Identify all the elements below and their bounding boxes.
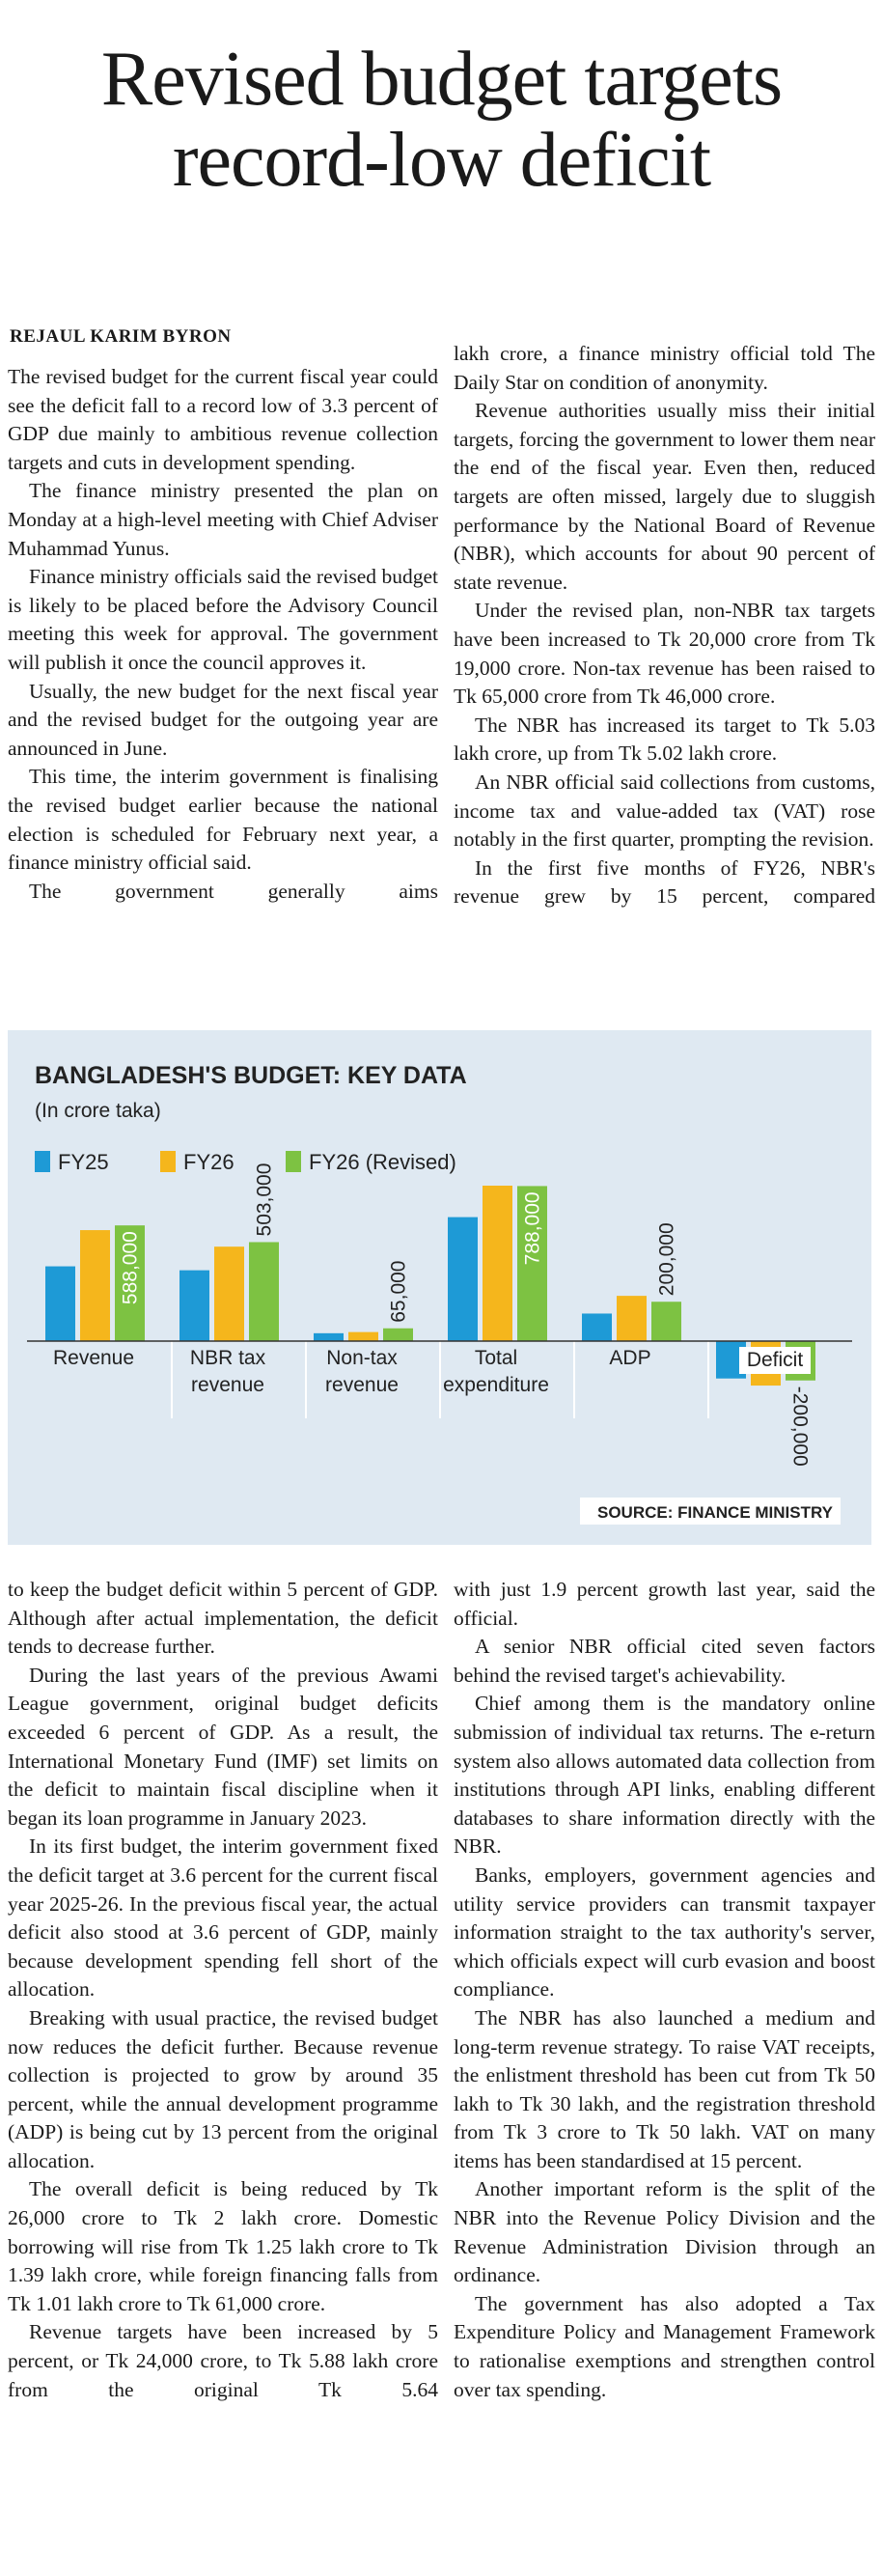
value-label: 200,000: [656, 1222, 678, 1296]
bar: [582, 1313, 612, 1341]
chart: BANGLADESH'S BUDGET: KEY DATA (In crore t…: [8, 1030, 871, 1545]
source-box: [580, 1498, 841, 1525]
paragraph: The revised budget for the current fisca…: [8, 365, 438, 474]
bar: [651, 1302, 681, 1341]
legend-swatch: [160, 1151, 176, 1172]
bar: [483, 1186, 512, 1341]
paragraph: with just 1.9 percent growth last year, …: [454, 1578, 875, 1630]
paragraph: The NBR has also launched a medium and l…: [454, 2005, 875, 2172]
paragraph: Usually, the new budget for the next fis…: [8, 679, 438, 760]
paragraph: An NBR official said collections from cu…: [454, 770, 875, 852]
value-label: 588,000: [120, 1231, 142, 1304]
bar: [348, 1331, 378, 1341]
value-label: 65,000: [388, 1261, 410, 1323]
bar: [45, 1266, 75, 1341]
legend-label: FY26 (Revised): [309, 1150, 456, 1174]
value-label: 503,000: [254, 1163, 276, 1237]
chart-svg: BANGLADESH'S BUDGET: KEY DATA (In crore t…: [27, 1062, 852, 1525]
paragraph: This time, the interim government is fin…: [8, 765, 438, 875]
legend-swatch: [286, 1151, 301, 1172]
paragraph: The NBR has increased its target to Tk 5…: [454, 713, 875, 766]
paragraph: During the last years of the previous Aw…: [8, 1663, 438, 1830]
legend-swatch: [35, 1151, 50, 1172]
bar: [80, 1230, 110, 1341]
bar: [383, 1328, 413, 1341]
headline: Revised budget targets record-low defici…: [100, 37, 783, 203]
byline: REJAUL KARIM BYRON: [10, 326, 232, 347]
bar: [517, 1186, 547, 1341]
source: SOURCE: FINANCE MINISTRY: [597, 1503, 834, 1522]
paragraph: Another important reform is the split of…: [454, 2177, 875, 2287]
legend-label: FY25: [58, 1150, 109, 1174]
paragraph: The government has also adopted a Tax Ex…: [454, 2291, 875, 2401]
category-label: Deficit: [739, 1347, 811, 1374]
paragraph: A senior NBR official cited seven factor…: [454, 1635, 875, 1687]
column: lakh crore, a finance ministry official …: [454, 340, 875, 1025]
paragraph: The government generally aims: [29, 879, 438, 903]
paragraph: Finance ministry officials said the revi…: [8, 565, 438, 674]
paragraph: Revenue authorities usually miss their i…: [454, 399, 875, 594]
column: The revised budget for the current fisca…: [8, 363, 438, 1025]
chart-subtitle: (In crore taka): [35, 1100, 161, 1122]
bar: [179, 1270, 209, 1341]
category-label: ADP: [609, 1347, 651, 1369]
paragraph: to keep the budget deficit within 5 perc…: [8, 1578, 438, 1659]
bar: [314, 1332, 344, 1341]
column: to keep the budget deficit within 5 perc…: [8, 1576, 438, 2570]
chart-title: BANGLADESH'S BUDGET: KEY DATA: [35, 1062, 467, 1089]
paragraph: The finance ministry presented the plan …: [8, 479, 438, 560]
paragraph: Banks, employers, government agencies an…: [454, 1862, 875, 2002]
bar: [617, 1296, 647, 1341]
paragraph: Chief among them is the mandatory online…: [454, 1692, 875, 1859]
column: with just 1.9 percent growth last year, …: [454, 1576, 875, 2570]
category-label: Non-tax revenue: [325, 1347, 399, 1396]
paragraph: Revenue targets have been increased by 5…: [8, 2320, 438, 2401]
paragraph: Breaking with usual practice, the revise…: [8, 2005, 438, 2172]
paragraph: Under the revised plan, non-NBR tax targ…: [454, 599, 875, 709]
category-label: Revenue: [52, 1347, 135, 1369]
legend-label: FY26: [183, 1150, 235, 1174]
bar: [115, 1225, 145, 1341]
value-label: 788,000: [522, 1191, 544, 1265]
category-label: Total expenditure: [443, 1347, 549, 1396]
category-label: NBR tax revenue: [189, 1347, 266, 1396]
bar: [214, 1246, 244, 1341]
value-label: -200,000: [789, 1386, 812, 1467]
paragraph: In its first budget, the interim governm…: [8, 1834, 438, 2002]
paragraph: The overall deficit is being reduced by …: [8, 2177, 438, 2315]
paragraph: In the first five months of FY26, NBR's …: [454, 855, 875, 909]
paragraph: lakh crore, a finance ministry official …: [454, 342, 875, 394]
bar: [448, 1217, 478, 1341]
bar: [249, 1242, 279, 1341]
